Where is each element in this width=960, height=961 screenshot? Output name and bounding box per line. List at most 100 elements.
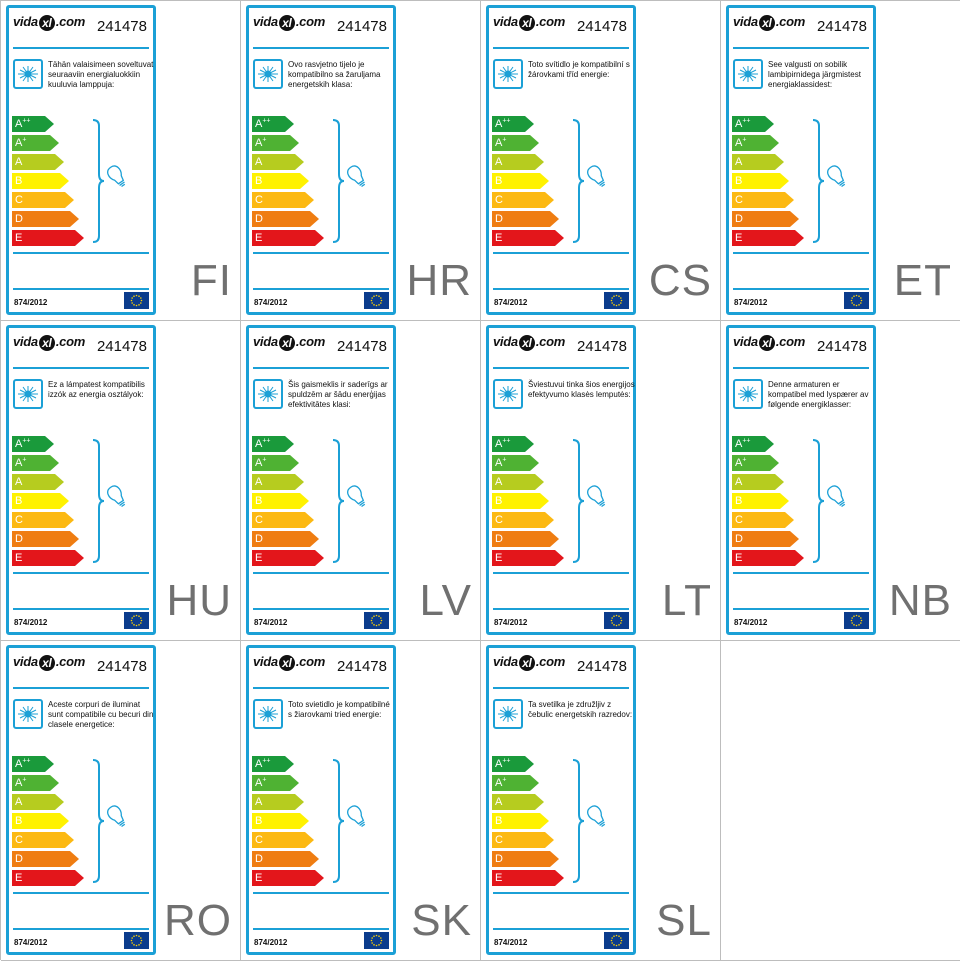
energy-class-arrow: D — [492, 531, 559, 547]
divider — [493, 928, 629, 930]
compatibility-text: Ovo rasvjetno tijelo je kompatibilno sa … — [288, 60, 381, 89]
energy-class-arrow: C — [732, 512, 794, 528]
energy-class-arrow: A — [252, 474, 304, 490]
divider — [13, 252, 149, 254]
eu-flag-icon — [364, 932, 389, 949]
energy-label-cell-nb: vida xl .com 241478 Denne armaturen er kompa… — [721, 321, 960, 641]
regulation-number: 874/2012 — [494, 938, 528, 947]
brand-logo: vida xl .com — [493, 334, 565, 351]
brand-logo: vida xl .com — [253, 334, 325, 351]
energy-label-card: vida xl .com 241478 Denne armaturen er kompa… — [726, 325, 876, 635]
class-bracket — [91, 118, 105, 244]
language-code: CS — [648, 256, 712, 305]
energy-class-scale: A++ A+ A B C D E — [492, 756, 562, 886]
compatibility-text: Tähän valaisimeen soveltuvat seuraaviin … — [48, 60, 154, 89]
product-code: 241478 — [96, 18, 147, 35]
energy-class-arrow: E — [12, 870, 84, 886]
regulation-number: 874/2012 — [14, 938, 48, 947]
class-bracket — [811, 118, 825, 244]
energy-class-arrow: E — [252, 230, 324, 246]
lamp-icon — [13, 59, 43, 89]
bulb-icon — [826, 483, 850, 513]
class-bracket — [91, 758, 105, 884]
eu-flag-icon — [604, 932, 629, 949]
brand-logo: vida xl .com — [493, 654, 565, 671]
energy-class-arrow: E — [252, 870, 324, 886]
divider — [253, 288, 389, 290]
energy-class-arrow: C — [12, 512, 74, 528]
divider — [13, 367, 149, 369]
energy-label-card: vida xl .com 241478 Šviestuvui tinka šios en… — [486, 325, 636, 635]
eu-flag-icon — [124, 932, 149, 949]
energy-class-arrow: A++ — [12, 756, 54, 772]
regulation-number: 874/2012 — [494, 298, 528, 307]
bulb-icon — [106, 163, 130, 193]
product-code: 241478 — [576, 18, 627, 35]
divider — [13, 687, 149, 689]
energy-label-cell-ro: vida xl .com 241478 Aceste corpuri de ilumin… — [1, 641, 241, 961]
energy-class-arrow: A++ — [732, 116, 774, 132]
divider — [733, 367, 869, 369]
bulb-icon — [106, 803, 130, 833]
regulation-number: 874/2012 — [254, 298, 288, 307]
bulb-icon — [586, 483, 610, 513]
divider — [493, 687, 629, 689]
energy-label-card: vida xl .com 241478 Ez a lámpatest kompatibi… — [6, 325, 156, 635]
product-code: 241478 — [816, 18, 867, 35]
bulb-icon — [346, 803, 370, 833]
divider — [253, 572, 389, 574]
divider — [733, 288, 869, 290]
energy-class-arrow: A+ — [732, 135, 779, 151]
divider — [493, 892, 629, 894]
energy-class-arrow: B — [252, 493, 309, 509]
class-bracket — [571, 758, 585, 884]
energy-label-card: vida xl .com 241478 Aceste corpuri de ilumin… — [6, 645, 156, 955]
energy-label-card: vida xl .com 241478 Šis gaismeklis ir saderī… — [246, 325, 396, 635]
bulb-icon — [586, 163, 610, 193]
energy-class-arrow: A — [732, 154, 784, 170]
energy-class-scale: A++ A+ A B C D E — [252, 116, 322, 246]
energy-class-arrow: B — [12, 493, 69, 509]
brand-logo: vida xl .com — [253, 14, 325, 31]
language-code: NB — [888, 576, 952, 625]
energy-class-scale: A++ A+ A B C D E — [252, 756, 322, 886]
divider — [13, 288, 149, 290]
divider — [253, 367, 389, 369]
energy-class-arrow: A+ — [492, 775, 539, 791]
divider — [733, 252, 869, 254]
divider — [253, 928, 389, 930]
lamp-icon — [13, 379, 43, 409]
energy-class-arrow: A — [492, 154, 544, 170]
energy-class-arrow: D — [252, 851, 319, 867]
energy-class-arrow: C — [12, 832, 74, 848]
energy-class-arrow: E — [732, 230, 804, 246]
regulation-number: 874/2012 — [254, 618, 288, 627]
energy-class-arrow: D — [732, 211, 799, 227]
product-code: 241478 — [336, 338, 387, 355]
energy-class-arrow: D — [252, 531, 319, 547]
energy-class-scale: A++ A+ A B C D E — [252, 436, 322, 566]
language-code: LT — [661, 576, 712, 625]
energy-class-arrow: B — [12, 813, 69, 829]
energy-class-arrow: A — [492, 794, 544, 810]
energy-class-arrow: C — [492, 832, 554, 848]
compatibility-text: Toto svítidlo je kompatibilní s žárovkam… — [528, 60, 630, 79]
energy-label-card: vida xl .com 241478 Ta svetilka je združljiv… — [486, 645, 636, 955]
lamp-icon — [493, 699, 523, 729]
energy-class-arrow: A — [252, 154, 304, 170]
energy-class-arrow: E — [732, 550, 804, 566]
energy-label-cell-sk: vida xl .com 241478 Toto svietidlo je kompat… — [241, 641, 481, 961]
lamp-icon — [733, 59, 763, 89]
energy-class-arrow: C — [492, 192, 554, 208]
product-code: 241478 — [336, 658, 387, 675]
energy-class-arrow: A — [12, 474, 64, 490]
lamp-icon — [253, 379, 283, 409]
divider — [493, 572, 629, 574]
energy-class-arrow: D — [492, 211, 559, 227]
energy-class-arrow: E — [492, 870, 564, 886]
divider — [253, 47, 389, 49]
product-code: 241478 — [576, 658, 627, 675]
energy-class-arrow: C — [12, 192, 74, 208]
divider — [253, 252, 389, 254]
